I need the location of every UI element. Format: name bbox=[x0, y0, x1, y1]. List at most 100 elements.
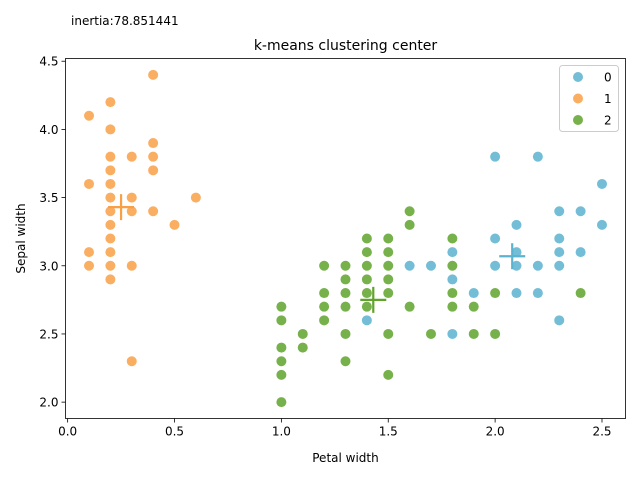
data-point-cluster-2 bbox=[319, 288, 330, 299]
data-point-cluster-2 bbox=[319, 315, 330, 326]
data-point-cluster-2 bbox=[425, 328, 436, 339]
data-point-cluster-2 bbox=[297, 328, 308, 339]
data-point-cluster-2 bbox=[383, 369, 394, 380]
data-point-cluster-1 bbox=[105, 124, 116, 135]
data-point-cluster-0 bbox=[490, 260, 501, 271]
data-point-cluster-2 bbox=[319, 260, 330, 271]
data-point-cluster-1 bbox=[105, 178, 116, 189]
data-point-cluster-2 bbox=[383, 260, 394, 271]
data-point-cluster-2 bbox=[340, 328, 351, 339]
y-tick-label: 3.0 bbox=[39, 259, 58, 273]
data-point-cluster-1 bbox=[190, 192, 201, 203]
data-point-cluster-0 bbox=[554, 315, 565, 326]
data-point-cluster-2 bbox=[276, 301, 287, 312]
data-point-cluster-1 bbox=[105, 219, 116, 230]
y-tick-label: 2.0 bbox=[39, 396, 58, 410]
data-point-cluster-2 bbox=[340, 288, 351, 299]
cluster-center-marker-2 bbox=[360, 286, 387, 313]
data-point-cluster-0 bbox=[532, 260, 543, 271]
data-point-cluster-2 bbox=[468, 328, 479, 339]
data-point-cluster-0 bbox=[532, 151, 543, 162]
data-point-cluster-0 bbox=[532, 288, 543, 299]
data-point-cluster-0 bbox=[511, 288, 522, 299]
data-point-cluster-0 bbox=[447, 274, 458, 285]
data-point-cluster-0 bbox=[554, 206, 565, 217]
data-point-cluster-2 bbox=[297, 342, 308, 353]
data-point-cluster-2 bbox=[447, 288, 458, 299]
data-point-cluster-1 bbox=[126, 356, 137, 367]
data-point-cluster-2 bbox=[319, 301, 330, 312]
data-point-cluster-1 bbox=[148, 138, 159, 149]
y-axis-label: Sepal width bbox=[14, 203, 28, 273]
data-point-cluster-0 bbox=[554, 247, 565, 258]
data-point-cluster-1 bbox=[105, 192, 116, 203]
data-point-cluster-0 bbox=[361, 315, 372, 326]
data-point-cluster-2 bbox=[468, 301, 479, 312]
data-point-cluster-1 bbox=[169, 219, 180, 230]
legend-label-1: 1 bbox=[604, 92, 612, 106]
data-point-cluster-1 bbox=[105, 165, 116, 176]
data-point-cluster-1 bbox=[126, 206, 137, 217]
cluster-center-marker-1 bbox=[108, 194, 135, 221]
x-axis-label: Petal width bbox=[312, 451, 378, 465]
data-point-cluster-0 bbox=[468, 288, 479, 299]
data-point-cluster-1 bbox=[105, 247, 116, 258]
data-point-cluster-0 bbox=[490, 233, 501, 244]
data-point-cluster-2 bbox=[490, 328, 501, 339]
data-point-cluster-2 bbox=[276, 342, 287, 353]
y-tick-label: 2.5 bbox=[39, 327, 58, 341]
data-point-cluster-1 bbox=[148, 69, 159, 80]
data-point-cluster-2 bbox=[361, 247, 372, 258]
data-point-cluster-1 bbox=[105, 206, 116, 217]
data-point-cluster-1 bbox=[126, 260, 137, 271]
data-point-cluster-0 bbox=[511, 260, 522, 271]
cluster-center-marker-0 bbox=[499, 243, 526, 270]
data-point-cluster-2 bbox=[340, 274, 351, 285]
data-point-cluster-2 bbox=[276, 315, 287, 326]
data-point-cluster-2 bbox=[490, 288, 501, 299]
y-tick-label: 4.0 bbox=[39, 123, 58, 137]
data-point-cluster-1 bbox=[84, 260, 95, 271]
data-point-cluster-0 bbox=[554, 233, 565, 244]
data-point-cluster-2 bbox=[383, 247, 394, 258]
data-point-cluster-2 bbox=[361, 274, 372, 285]
legend-marker-2 bbox=[573, 115, 583, 125]
data-point-cluster-2 bbox=[447, 233, 458, 244]
legend-label-0: 0 bbox=[604, 71, 612, 85]
data-point-cluster-1 bbox=[148, 206, 159, 217]
x-tick-label: 0.0 bbox=[58, 425, 77, 439]
data-point-cluster-1 bbox=[84, 178, 95, 189]
x-tick-label: 1.5 bbox=[379, 425, 398, 439]
data-point-cluster-1 bbox=[84, 110, 95, 121]
data-point-cluster-0 bbox=[575, 206, 586, 217]
legend-box bbox=[559, 65, 619, 132]
data-point-cluster-2 bbox=[340, 301, 351, 312]
data-point-cluster-0 bbox=[447, 328, 458, 339]
data-point-cluster-2 bbox=[447, 260, 458, 271]
data-point-cluster-0 bbox=[511, 247, 522, 258]
data-point-cluster-2 bbox=[361, 288, 372, 299]
data-point-cluster-1 bbox=[84, 247, 95, 258]
data-point-cluster-2 bbox=[383, 328, 394, 339]
data-point-cluster-2 bbox=[404, 219, 415, 230]
x-tick-label: 0.5 bbox=[165, 425, 184, 439]
data-point-cluster-0 bbox=[425, 260, 436, 271]
chart-title: k-means clustering center bbox=[254, 38, 438, 54]
data-point-cluster-0 bbox=[554, 260, 565, 271]
plot-frame bbox=[65, 58, 626, 419]
data-point-cluster-1 bbox=[148, 165, 159, 176]
data-point-cluster-1 bbox=[126, 151, 137, 162]
data-point-cluster-2 bbox=[383, 233, 394, 244]
data-point-cluster-2 bbox=[361, 301, 372, 312]
y-tick-label: 3.5 bbox=[39, 191, 58, 205]
data-point-cluster-1 bbox=[105, 260, 116, 271]
data-point-cluster-2 bbox=[340, 356, 351, 367]
data-point-cluster-2 bbox=[447, 301, 458, 312]
data-point-cluster-0 bbox=[490, 151, 501, 162]
data-point-cluster-1 bbox=[105, 97, 116, 108]
data-point-cluster-0 bbox=[404, 260, 415, 271]
data-point-cluster-2 bbox=[361, 260, 372, 271]
data-point-cluster-2 bbox=[276, 397, 287, 408]
data-point-cluster-2 bbox=[404, 206, 415, 217]
